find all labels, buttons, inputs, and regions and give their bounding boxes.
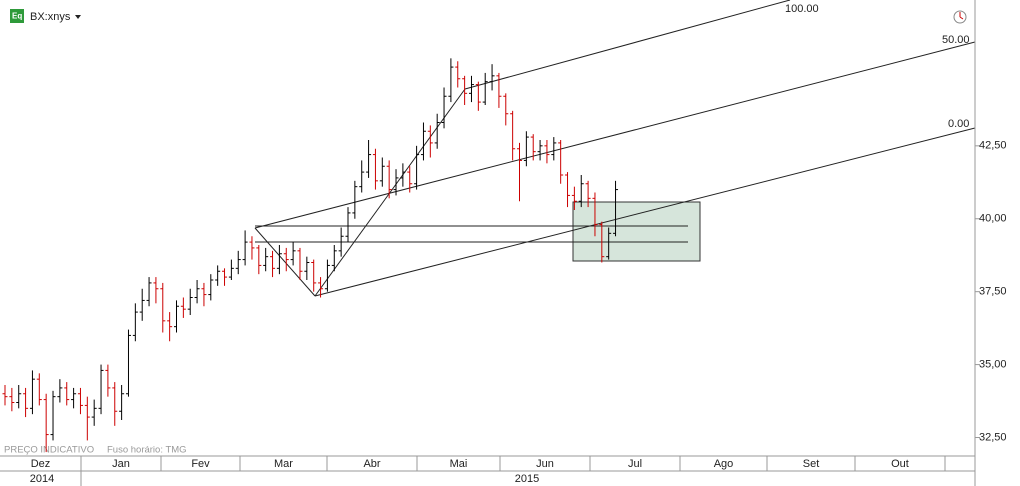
x-tick-label: Out: [891, 458, 909, 470]
y-tick-label: 40,00: [979, 213, 1007, 225]
y-tick-label: 42,50: [979, 140, 1007, 152]
x-tick-label: Fev: [191, 458, 210, 470]
x-tick-label: Mar: [274, 458, 293, 470]
footer-timezone: Fuso horário: TMG: [107, 445, 187, 456]
symbol-icon[interactable]: [10, 9, 24, 23]
x-tick-label: Dez: [31, 458, 51, 470]
dropdown-arrow[interactable]: [75, 15, 81, 19]
year-label: 2015: [515, 473, 539, 485]
y-tick-label: 32,50: [979, 431, 1007, 443]
x-tick-label: Jan: [112, 458, 130, 470]
annotation: 0.00: [948, 118, 969, 130]
x-tick-label: Abr: [363, 458, 380, 470]
annotation: 100.00: [785, 3, 819, 15]
symbol[interactable]: BX:xnys: [30, 11, 71, 23]
y-tick-label: 35,00: [979, 358, 1007, 370]
box-drawing[interactable]: [572, 201, 701, 262]
x-tick-label: Ago: [714, 458, 734, 470]
x-tick-label: Mai: [450, 458, 468, 470]
clock-hands: [959, 12, 964, 20]
x-tick-label: Jun: [536, 458, 554, 470]
x-tick-label: Jul: [628, 458, 642, 470]
icon-text: Eq: [12, 12, 22, 21]
y-tick-label: 37,50: [979, 286, 1007, 298]
x-tick-label: Set: [803, 458, 820, 470]
annotation: 50.00: [942, 34, 970, 46]
year-label: 2014: [30, 473, 54, 485]
footer-note: PREÇO INDICATIVO: [4, 445, 94, 456]
